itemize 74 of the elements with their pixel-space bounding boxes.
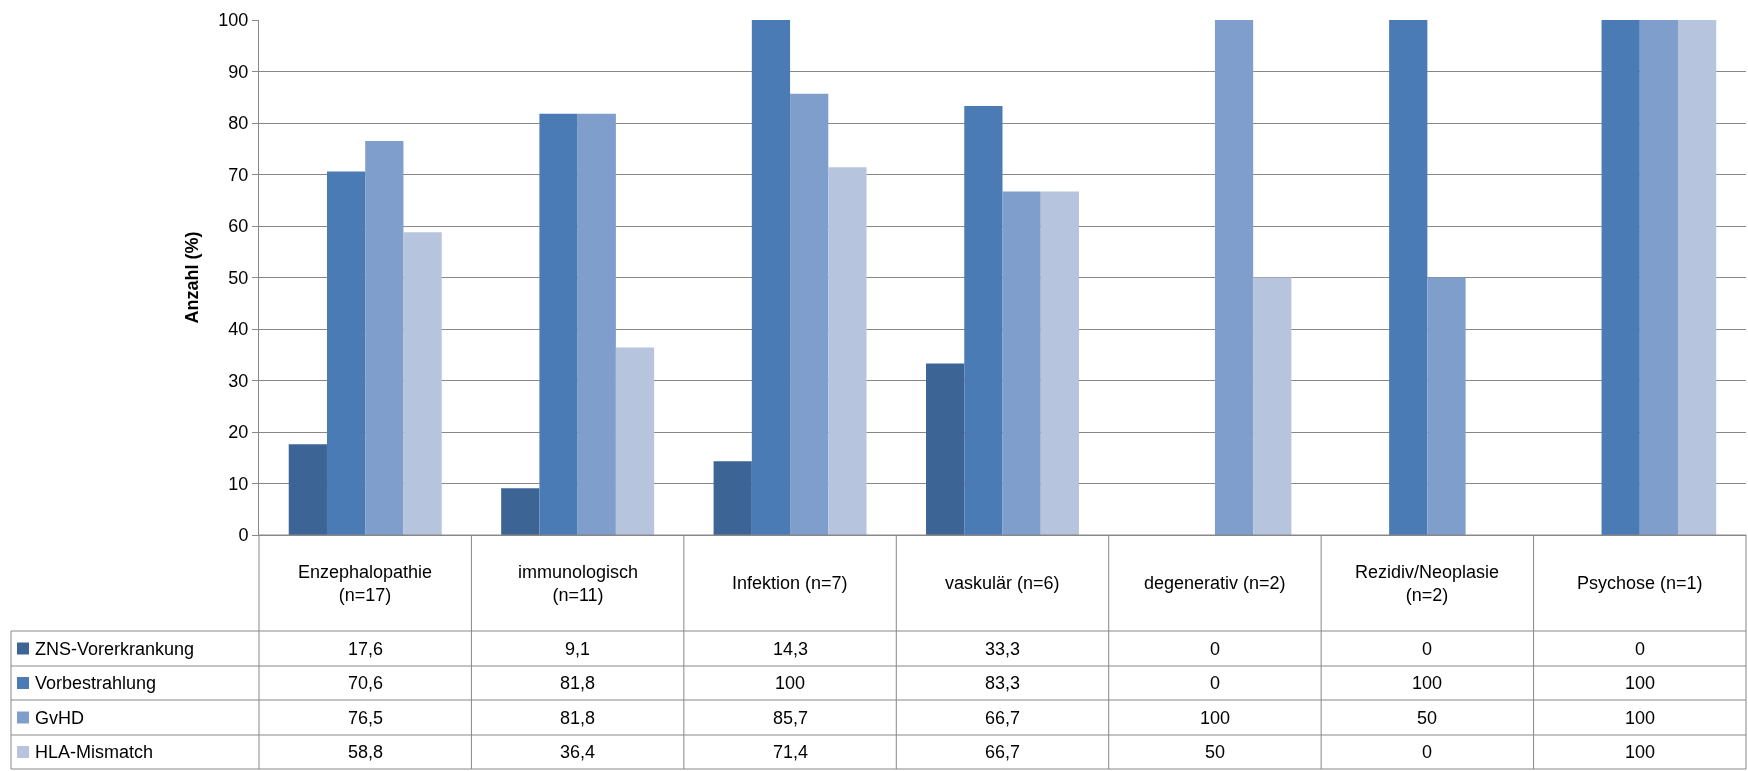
bar — [501, 488, 540, 535]
data-label: 81,8 — [560, 708, 596, 728]
bar — [828, 167, 867, 535]
legend-label: HLA-Mismatch — [35, 742, 154, 762]
bar — [1427, 277, 1466, 535]
bar — [1639, 20, 1679, 535]
bar — [751, 20, 791, 535]
bar — [1002, 191, 1041, 535]
y-tick-label: 20 — [228, 422, 249, 443]
data-label: 85,7 — [773, 708, 809, 728]
data-label: 100 — [1625, 742, 1656, 762]
bar — [1389, 20, 1428, 535]
data-label: 0 — [1210, 673, 1221, 693]
data-label: 33,3 — [985, 639, 1021, 659]
bar — [964, 106, 1003, 535]
x-tick-label: Psychose (n=1) — [1577, 573, 1703, 593]
x-tick-label: degenerativ (n=2) — [1144, 573, 1286, 593]
y-tick-label: 0 — [238, 525, 249, 546]
data-label: 0 — [1422, 639, 1433, 659]
legend-label: ZNS-Vorerkrankung — [35, 639, 195, 659]
data-label: 81,8 — [560, 673, 596, 693]
data-label: 71,4 — [773, 742, 809, 762]
data-label: 100 — [1412, 673, 1443, 693]
data-label: 17,6 — [348, 639, 384, 659]
bar — [1253, 277, 1292, 535]
data-label: 66,7 — [985, 708, 1021, 728]
data-label: 50 — [1205, 742, 1226, 762]
y-tick-label: 50 — [228, 267, 249, 288]
data-label: 0 — [1210, 639, 1221, 659]
bar — [713, 461, 752, 535]
data-label: 58,8 — [348, 742, 384, 762]
y-axis-title: Anzahl (%) — [181, 231, 202, 324]
bar — [288, 444, 327, 535]
x-tick-label: immunologisch (n=11) — [518, 562, 639, 606]
bar — [1601, 20, 1640, 535]
y-tick-label: 30 — [228, 370, 249, 391]
data-label: 9,1 — [565, 639, 591, 659]
data-label: 70,6 — [348, 673, 384, 693]
y-tick-label: 80 — [228, 113, 249, 134]
x-tick-label: vaskulär (n=6) — [945, 573, 1060, 593]
bar — [790, 93, 829, 535]
data-label: 14,3 — [773, 639, 809, 659]
bar — [1040, 191, 1079, 535]
bar — [615, 347, 655, 535]
y-tick-label: 10 — [228, 473, 249, 494]
legend-label: Vorbestrahlung — [35, 673, 157, 693]
y-tick-label: 60 — [228, 216, 249, 237]
data-label: 0 — [1635, 639, 1646, 659]
data-label: 0 — [1422, 742, 1433, 762]
bar — [365, 141, 404, 535]
data-label: 100 — [1200, 708, 1231, 728]
y-tick-label: 70 — [228, 164, 249, 185]
bar — [577, 113, 616, 535]
legend-label: GvHD — [35, 708, 84, 728]
y-tick-label: 40 — [228, 319, 249, 340]
bar — [926, 363, 965, 535]
data-label: 83,3 — [985, 673, 1021, 693]
data-label: 66,7 — [985, 742, 1021, 762]
data-label: 50 — [1417, 708, 1438, 728]
bar — [403, 232, 442, 535]
x-tick-label: Enzephalopathie (n=17) — [298, 562, 433, 606]
data-label: 100 — [1625, 708, 1656, 728]
x-tick-label: Rezidiv/Neoplasie (n=2) — [1355, 562, 1500, 606]
bar — [1678, 20, 1717, 535]
x-tick-label: Infektion (n=7) — [732, 573, 848, 593]
data-label: 100 — [775, 673, 806, 693]
data-label: 36,4 — [560, 742, 596, 762]
y-tick-label: 100 — [218, 10, 249, 31]
data-label: 76,5 — [348, 708, 384, 728]
bar — [326, 171, 366, 535]
bar — [539, 113, 578, 535]
data-label: 100 — [1625, 673, 1656, 693]
bar — [1214, 20, 1254, 535]
y-tick-label: 90 — [228, 61, 249, 82]
